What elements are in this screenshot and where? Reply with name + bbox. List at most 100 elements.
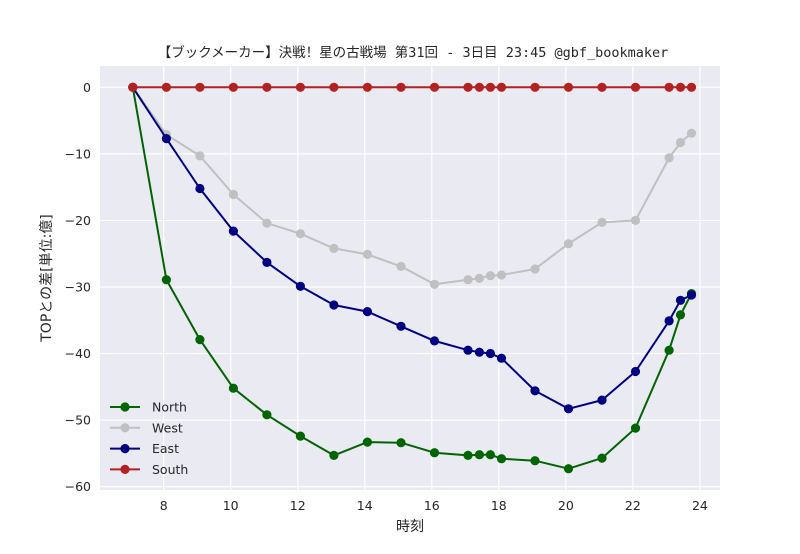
legend-item-north: North bbox=[110, 400, 187, 415]
data-point-east bbox=[530, 386, 540, 396]
legend-label: East bbox=[152, 441, 179, 456]
data-point-west bbox=[686, 128, 697, 138]
data-point-west bbox=[362, 249, 372, 259]
series-east bbox=[128, 82, 697, 414]
data-point-south bbox=[664, 82, 674, 92]
x-tick-label: 12 bbox=[290, 498, 306, 513]
data-point-west bbox=[429, 279, 440, 289]
data-point-north bbox=[396, 438, 406, 448]
series-layer bbox=[128, 82, 697, 474]
data-point-west bbox=[597, 217, 607, 227]
data-point-east bbox=[563, 404, 574, 414]
legend-marker bbox=[120, 402, 130, 412]
data-point-south bbox=[295, 82, 305, 92]
data-point-east bbox=[675, 295, 686, 305]
data-point-east bbox=[474, 347, 484, 357]
data-point-east bbox=[362, 307, 372, 317]
data-point-north bbox=[295, 431, 305, 441]
data-point-east bbox=[630, 366, 641, 377]
y-axis-label: TOPとの差[単位:億] bbox=[39, 214, 55, 343]
x-tick-label: 24 bbox=[692, 498, 708, 513]
data-point-south bbox=[675, 82, 686, 92]
data-point-east bbox=[664, 316, 674, 326]
legend-marker bbox=[120, 464, 130, 474]
data-point-east bbox=[295, 281, 305, 291]
chart-title: 【ブックメーカー】決戦！星の古戦場 第31回 - 3日目 23:45 @gbf_… bbox=[158, 44, 669, 61]
data-point-north bbox=[429, 448, 440, 458]
data-point-west bbox=[228, 189, 238, 200]
legend-label: West bbox=[152, 420, 183, 435]
data-point-north bbox=[630, 423, 641, 433]
x-tick-label: 16 bbox=[424, 498, 440, 513]
data-point-north bbox=[161, 275, 171, 285]
legend: North West East South bbox=[110, 400, 188, 477]
data-point-south bbox=[463, 82, 473, 92]
data-point-north bbox=[597, 453, 607, 463]
data-point-north bbox=[664, 345, 674, 355]
data-point-south bbox=[362, 82, 372, 92]
data-point-east bbox=[161, 134, 171, 144]
data-point-south bbox=[630, 82, 641, 92]
data-point-north bbox=[563, 464, 574, 474]
data-point-south bbox=[128, 82, 138, 92]
data-point-west bbox=[485, 271, 495, 281]
data-point-south bbox=[597, 82, 607, 92]
tick-labels: 8 10 12 14 16 18 20 22 24 0 −10 −20 −30 −40 −50 −60 bbox=[65, 80, 708, 513]
data-point-west bbox=[664, 153, 674, 163]
data-point-east bbox=[228, 226, 238, 236]
data-point-west bbox=[474, 273, 484, 283]
data-point-south bbox=[686, 82, 697, 92]
legend-marker bbox=[120, 423, 130, 433]
data-point-east bbox=[496, 353, 507, 363]
data-point-west bbox=[396, 261, 406, 271]
data-point-east bbox=[329, 300, 339, 310]
data-point-south bbox=[262, 82, 272, 92]
y-tick-label: 0 bbox=[83, 80, 91, 95]
x-tick-label: 22 bbox=[625, 498, 641, 513]
data-point-south bbox=[396, 82, 406, 92]
data-point-west bbox=[329, 243, 339, 253]
data-point-south bbox=[429, 82, 440, 92]
data-point-north bbox=[474, 450, 484, 460]
data-point-east bbox=[686, 290, 697, 300]
data-point-east bbox=[485, 348, 495, 359]
data-point-north bbox=[530, 456, 540, 466]
data-point-west bbox=[262, 218, 272, 228]
y-tick-label: −30 bbox=[65, 279, 91, 294]
y-tick-label: −50 bbox=[65, 413, 91, 428]
data-point-north bbox=[195, 335, 205, 345]
y-tick-label: −20 bbox=[65, 213, 91, 228]
data-point-north bbox=[463, 450, 473, 460]
data-point-east bbox=[195, 183, 205, 194]
data-point-south bbox=[496, 82, 507, 92]
data-point-south bbox=[485, 82, 495, 92]
plot-area bbox=[100, 66, 720, 490]
data-point-south bbox=[474, 82, 484, 92]
data-point-east bbox=[396, 321, 406, 331]
x-tick-label: 20 bbox=[558, 498, 574, 513]
data-point-north bbox=[496, 454, 507, 464]
data-point-west bbox=[463, 275, 473, 285]
data-point-west bbox=[630, 215, 641, 225]
legend-marker bbox=[120, 444, 130, 454]
legend-label: South bbox=[152, 462, 188, 477]
series-west bbox=[128, 82, 697, 289]
legend-label: North bbox=[152, 400, 187, 415]
y-tick-label: −10 bbox=[65, 146, 91, 161]
data-point-south bbox=[329, 82, 339, 92]
legend-item-south: South bbox=[110, 462, 188, 477]
data-point-west bbox=[530, 264, 540, 274]
legend-item-west: West bbox=[110, 420, 183, 435]
x-axis-label: 時刻 bbox=[396, 519, 424, 535]
data-point-east bbox=[463, 345, 473, 355]
data-point-north bbox=[362, 437, 372, 447]
data-point-west bbox=[496, 270, 507, 280]
y-tick-label: −40 bbox=[65, 346, 91, 361]
data-point-south bbox=[161, 82, 171, 92]
data-point-south bbox=[563, 82, 574, 92]
y-tick-label: −60 bbox=[65, 479, 91, 494]
data-point-east bbox=[597, 395, 607, 405]
data-point-east bbox=[429, 336, 440, 346]
